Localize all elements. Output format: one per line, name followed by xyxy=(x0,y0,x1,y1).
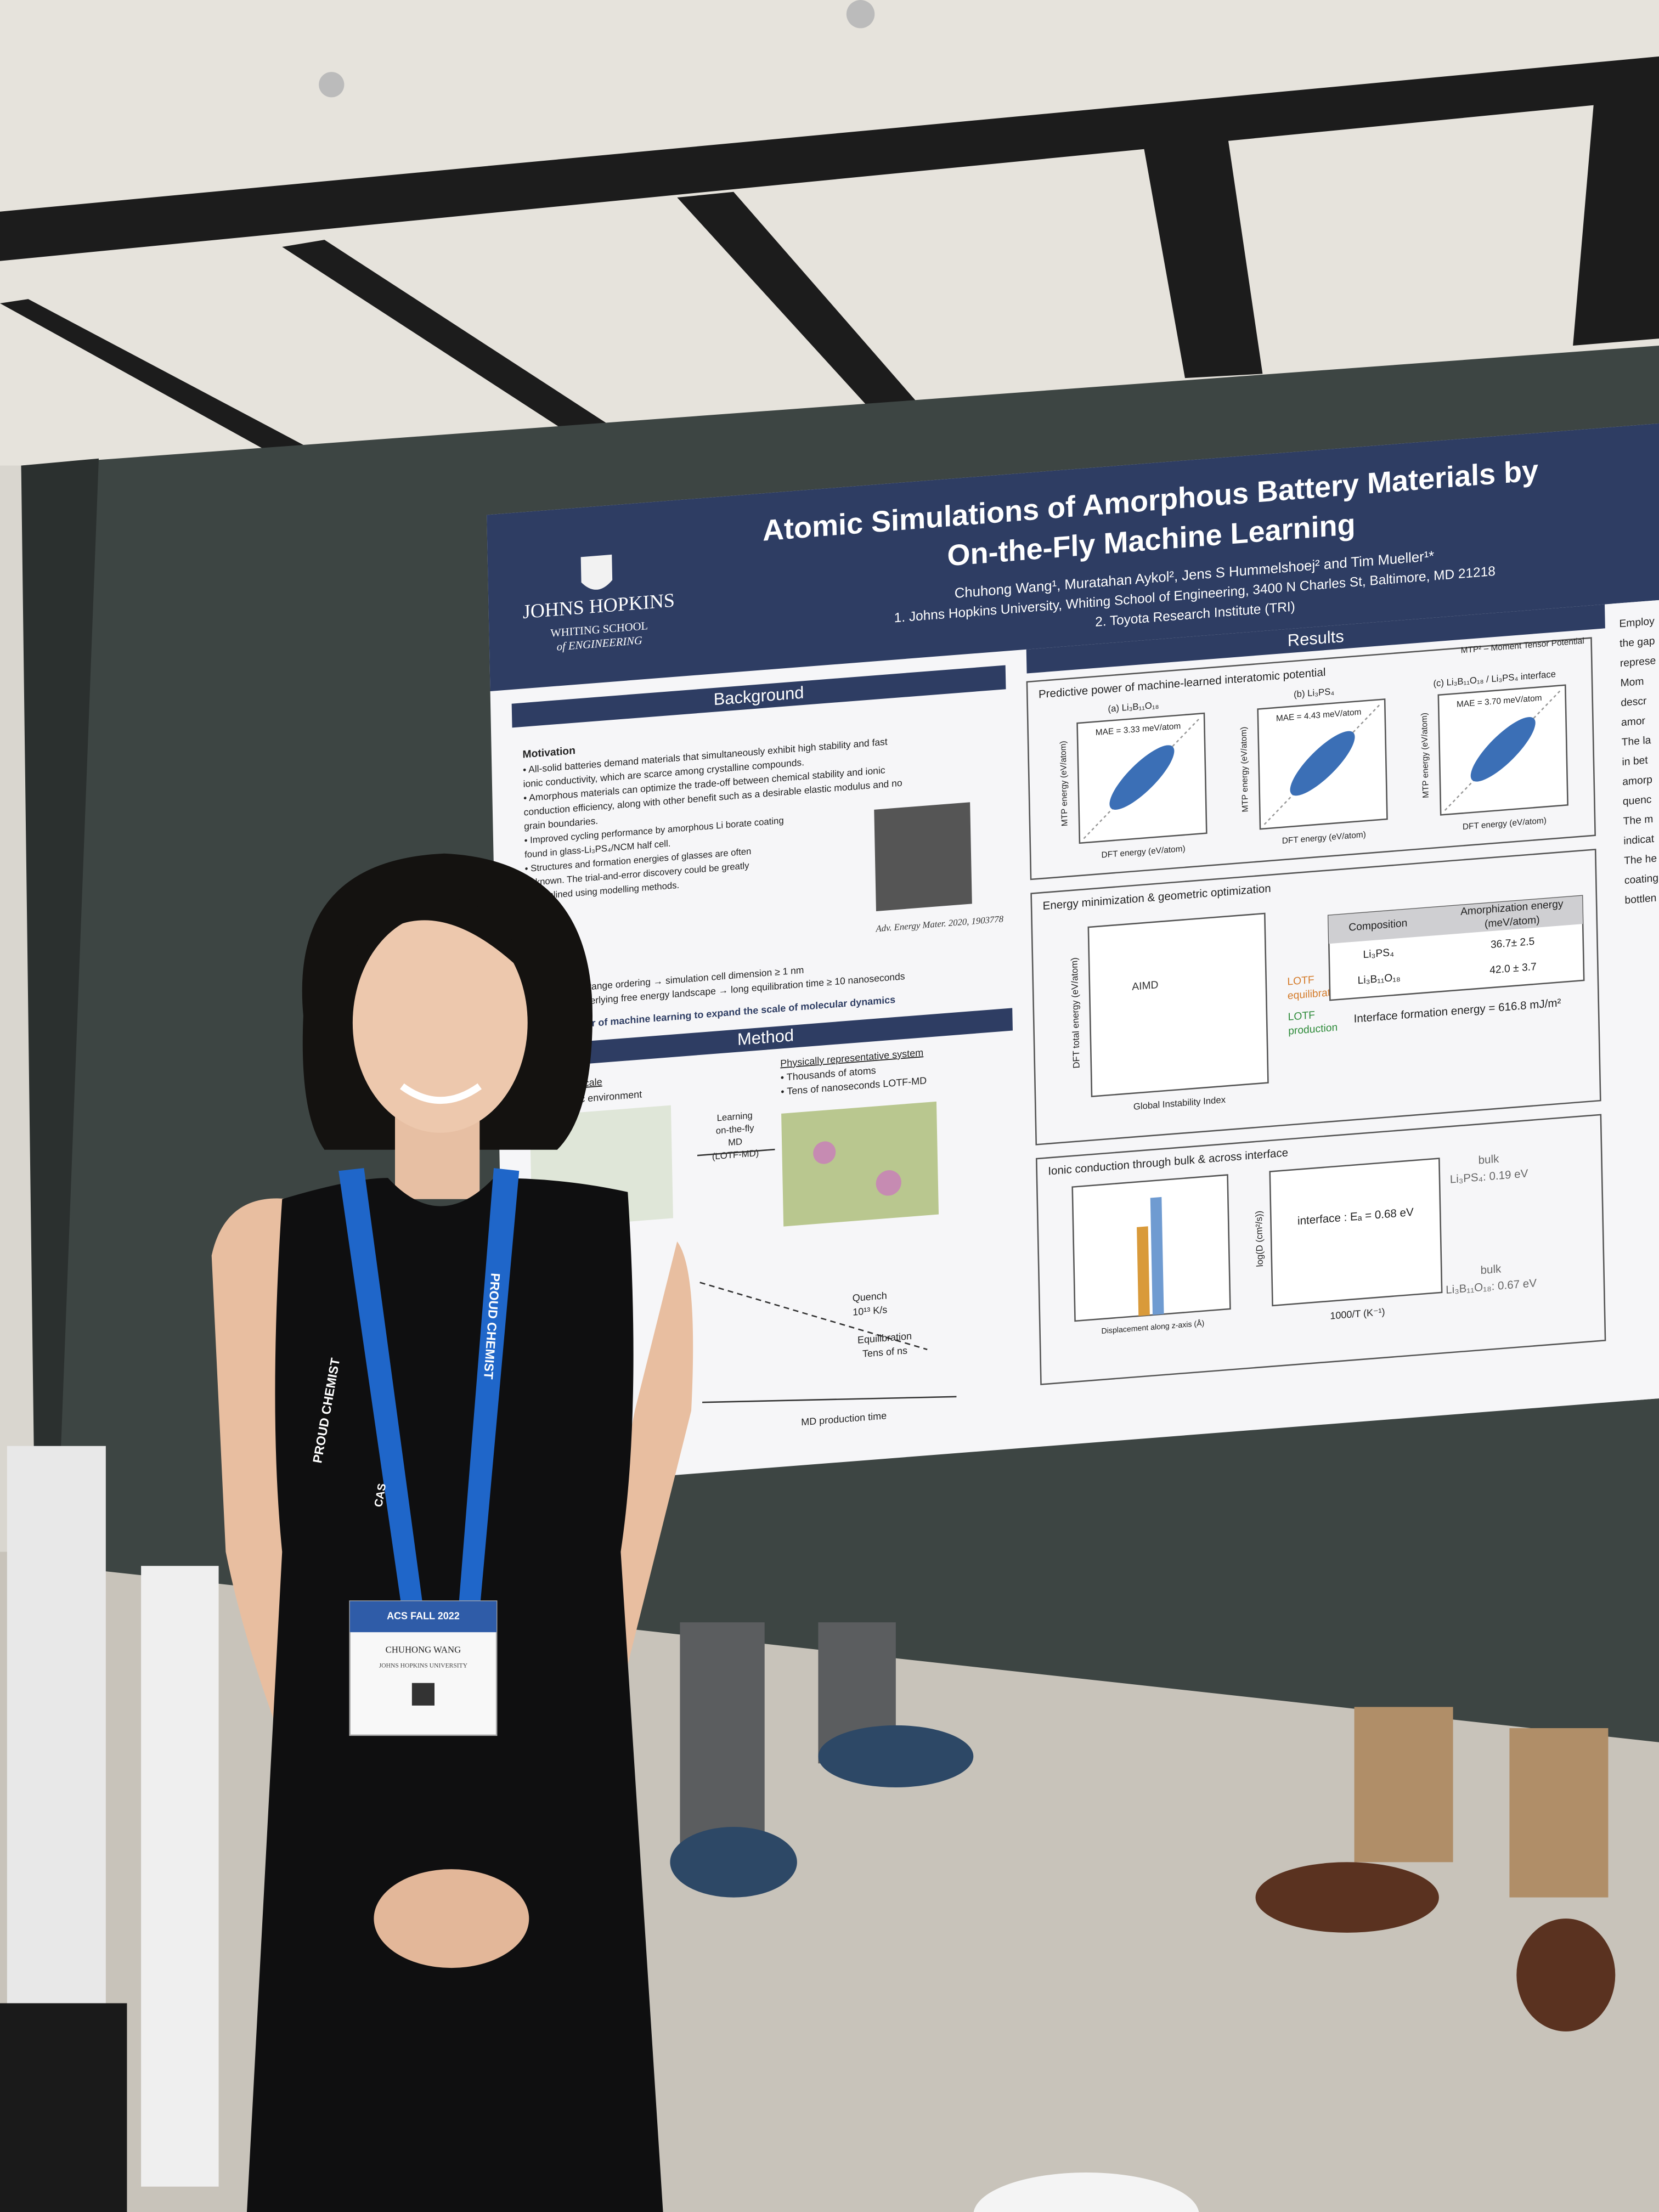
ceiling-beam xyxy=(0,299,311,452)
poster-text: MTP energy (eV/atom) xyxy=(1420,712,1431,798)
atom xyxy=(876,1170,901,1196)
poster-text: DFT total energy (eV/atom) xyxy=(1069,957,1082,1069)
plot-frame xyxy=(1269,1158,1443,1307)
poster-text: LOTF xyxy=(1288,1009,1315,1023)
arrow xyxy=(697,1148,775,1156)
ceiling-beam xyxy=(1573,93,1659,346)
shoe xyxy=(818,1725,974,1787)
poster-text: bulk xyxy=(1478,1153,1499,1167)
micrograph xyxy=(874,802,972,911)
ceiling-beam xyxy=(1142,134,1263,379)
smile xyxy=(400,1083,482,1104)
lanyard xyxy=(338,1168,424,1611)
person-leg xyxy=(1509,1728,1609,1898)
ceiling-light xyxy=(846,0,875,29)
right-column xyxy=(1611,599,1659,1401)
poster-text: bulk xyxy=(1480,1262,1502,1277)
poster-text: indicat xyxy=(1623,833,1655,847)
histogram-shape xyxy=(1150,1197,1164,1315)
poster-text: MTP energy (eV/atom) xyxy=(1059,741,1070,827)
section-heading: Results xyxy=(1287,627,1344,650)
shoe xyxy=(1516,1918,1616,2032)
poster-text: MD xyxy=(728,1136,742,1148)
poster-text: the gap xyxy=(1620,635,1655,650)
point-cloud xyxy=(1109,745,1175,810)
poster-text: The m xyxy=(1623,814,1653,827)
poster-text: Li₃PS₄ xyxy=(1363,947,1394,961)
lanyard xyxy=(458,1168,520,1611)
poster-text: coating xyxy=(1624,872,1659,887)
shoe xyxy=(1255,1862,1439,1933)
point-cloud xyxy=(1290,731,1355,796)
bag xyxy=(0,2003,127,2212)
poster-text: MTP energy (eV/atom) xyxy=(1239,726,1250,812)
person-leg xyxy=(1354,1707,1453,1863)
poster-text: represe xyxy=(1620,655,1656,669)
quench-curve xyxy=(699,1282,928,1351)
qr-code xyxy=(411,1683,435,1706)
badge-event: ACS FALL 2022 xyxy=(387,1611,460,1622)
poster-header xyxy=(487,422,1659,691)
ceiling-light xyxy=(319,72,345,98)
poster-text: amor xyxy=(1621,715,1646,729)
text-block: Employ the gap represe Mom descr amor The la in… xyxy=(1619,616,1659,906)
atom xyxy=(813,1141,836,1164)
shoe xyxy=(670,1827,797,1898)
person-leg xyxy=(680,1622,765,1863)
poster-text: log(D (cm²/s)) xyxy=(1254,1210,1265,1267)
poster-text: bottlen xyxy=(1624,893,1656,906)
poster-text: The he xyxy=(1624,853,1657,867)
poster-text: Employ xyxy=(1619,616,1655,630)
logo-shield xyxy=(580,554,613,590)
floor-sign xyxy=(973,2172,1199,2212)
histogram-shape xyxy=(1137,1226,1150,1316)
face xyxy=(352,912,528,1133)
ceiling-beam xyxy=(677,191,917,407)
plot-frame xyxy=(1087,912,1269,1098)
board-frame xyxy=(21,458,99,1566)
poster-text: The la xyxy=(1622,735,1651,748)
section-bar xyxy=(518,1008,1013,1069)
ceiling-beam xyxy=(0,56,1659,261)
panel xyxy=(1026,637,1596,881)
poster-text: descr xyxy=(1621,696,1647,709)
poster-text: Mom xyxy=(1620,676,1644,689)
badge-name: CHUHONG WANG xyxy=(386,1644,461,1655)
poster-text: LOTF xyxy=(1287,974,1314,988)
section-heading: Method xyxy=(737,1025,794,1049)
poster-text: Quench xyxy=(853,1290,887,1304)
atom-system xyxy=(781,1101,939,1227)
poster: JOHNS HOPKINS WHITING SCHOOL of ENGINEER… xyxy=(487,422,1659,1488)
poster-text: amorp xyxy=(1622,774,1652,788)
histogram-frame xyxy=(1071,1174,1231,1322)
hands xyxy=(374,1869,529,1968)
time-axis xyxy=(702,1396,957,1403)
poster-text: in bet xyxy=(1622,754,1648,768)
tube xyxy=(141,1566,219,2187)
table-header xyxy=(1328,895,1583,944)
badge-header xyxy=(349,1601,497,1633)
panel xyxy=(1030,849,1601,1146)
panel xyxy=(1035,1114,1606,1385)
poster-text: quenc xyxy=(1623,794,1652,808)
ceiling-beam xyxy=(282,240,607,431)
arm xyxy=(507,1241,693,1891)
section-bar xyxy=(511,665,1006,728)
bangs xyxy=(352,895,525,974)
poster-text: AIMD xyxy=(1132,979,1159,993)
badge-affiliation: JOHNS HOPKINS UNIVERSITY xyxy=(379,1662,468,1669)
section-bar xyxy=(1026,604,1605,674)
point-cloud xyxy=(1470,716,1536,782)
poster-text: 10¹³ K/s xyxy=(853,1304,887,1318)
